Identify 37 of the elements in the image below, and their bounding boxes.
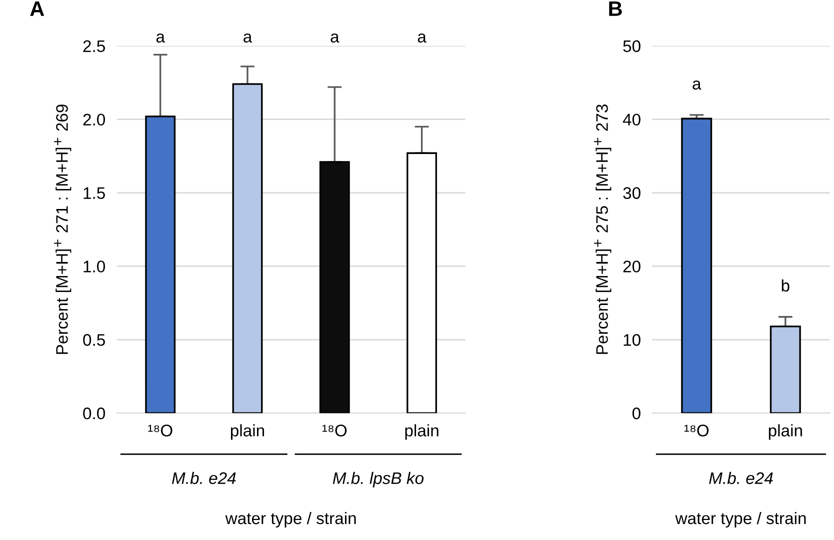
y-tick-label: 30 — [623, 187, 640, 199]
y-axis-title: Percent [M+H]$^{+}$ 275 : [M+H]$^{+}$ 273 — [594, 104, 612, 354]
y-tick-label: 0 — [632, 408, 640, 420]
text: a — [330, 33, 340, 43]
x-tick-label: ¹⁸O — [148, 424, 172, 436]
text: M.b. e24 — [709, 472, 773, 484]
bar — [145, 116, 176, 414]
bar — [232, 83, 263, 414]
text: B — [609, 2, 622, 16]
x-tick-label: ¹⁸O — [684, 424, 709, 436]
x-tick-label: plain — [405, 424, 438, 440]
text: a — [156, 33, 165, 43]
y-tick-label: 0.0 — [83, 408, 105, 420]
x-axis-title: water type / strain — [225, 512, 356, 528]
x-tick-label: plain — [230, 424, 264, 440]
x-tick-label: ¹⁸O — [322, 424, 347, 436]
annotation: a — [692, 80, 702, 90]
y-tick-label: 1.5 — [84, 187, 105, 199]
y-axis-title: Percent [M+H]$^{+}$ 271 : [M+H]$^{+}$ 269 — [54, 104, 72, 354]
x-axis-title: water type / strain — [675, 512, 806, 528]
y-tick-label: 50 — [623, 40, 640, 52]
bar — [406, 152, 438, 414]
text: a — [418, 33, 426, 43]
y-tick-label: 0.5 — [83, 334, 105, 346]
y-tick-label: 10 — [624, 334, 640, 346]
x-tick-label: plain — [768, 424, 802, 440]
y-tick-label: 1.0 — [84, 260, 105, 272]
annotation: b — [782, 279, 790, 292]
bar — [319, 161, 350, 414]
text: M.b. lpsB ko — [332, 472, 424, 488]
text: M.b. e24 — [172, 472, 236, 484]
text: A — [30, 2, 44, 16]
y-tick-label: 2.5 — [83, 40, 105, 52]
y-tick-label: 40 — [622, 114, 640, 126]
text: a — [244, 33, 252, 43]
y-tick-label: 20 — [623, 260, 640, 272]
y-tick-label: 2.0 — [83, 114, 105, 126]
